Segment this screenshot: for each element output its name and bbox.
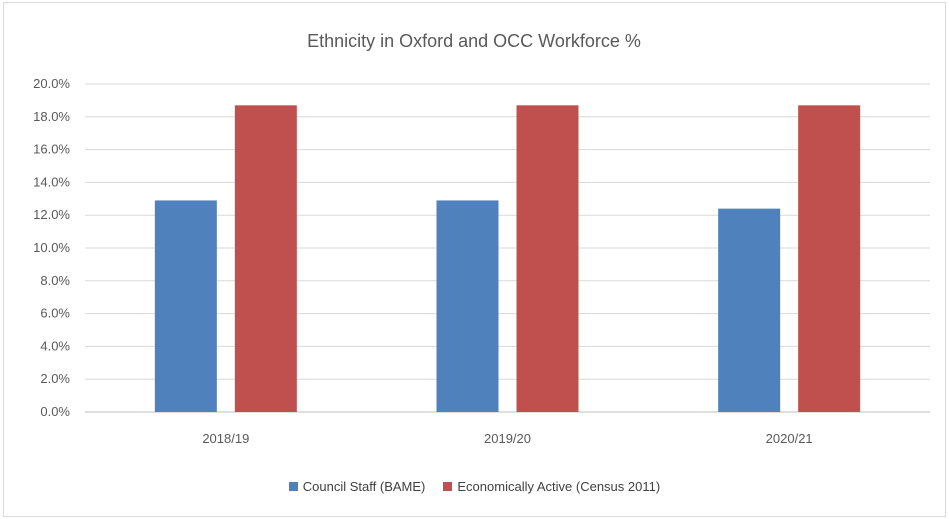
bar-economically-active-0 bbox=[234, 105, 297, 412]
bar-economically-active-1 bbox=[516, 105, 579, 412]
bar-council-staff-2 bbox=[718, 208, 781, 412]
legend-item-economically-active: Economically Active (Census 2011) bbox=[443, 479, 660, 494]
legend: Council Staff (BAME) Economically Active… bbox=[0, 479, 949, 494]
legend-swatch-council-staff bbox=[288, 482, 298, 491]
x-tick-label: 2020/21 bbox=[766, 431, 813, 446]
y-tick-label: 8.0% bbox=[40, 273, 70, 288]
x-axis: 2018/19 2019/20 2020/21 bbox=[202, 431, 812, 446]
y-tick-label: 18.0% bbox=[33, 109, 70, 124]
y-tick-label: 14.0% bbox=[33, 174, 70, 189]
y-tick-label: 12.0% bbox=[33, 207, 70, 222]
y-tick-label: 4.0% bbox=[40, 338, 70, 353]
bar-council-staff-0 bbox=[154, 200, 217, 412]
y-axis: 0.0% 2.0% 4.0% 6.0% 8.0% 10.0% 12.0% 14.0% 16.0%… bbox=[33, 76, 70, 419]
y-tick-label: 0.0% bbox=[40, 404, 70, 419]
y-tick-label: 6.0% bbox=[40, 306, 70, 321]
legend-label-economically-active: Economically Active (Census 2011) bbox=[457, 479, 661, 494]
legend-swatch-economically-active bbox=[443, 482, 453, 491]
bar-council-staff-1 bbox=[436, 200, 499, 412]
x-tick-label: 2018/19 bbox=[202, 431, 249, 446]
y-tick-label: 16.0% bbox=[33, 142, 70, 157]
bars bbox=[154, 105, 861, 412]
bar-economically-active-2 bbox=[798, 105, 861, 412]
legend-item-council-staff: Council Staff (BAME) bbox=[288, 479, 426, 494]
gridlines bbox=[85, 83, 930, 413]
legend-label-council-staff: Council Staff (BAME) bbox=[302, 479, 426, 494]
y-tick-label: 20.0% bbox=[33, 76, 70, 91]
chart-title: Ethnicity in Oxford and OCC Workforce % bbox=[307, 31, 641, 51]
x-tick-label: 2019/20 bbox=[484, 431, 531, 446]
y-tick-label: 10.0% bbox=[33, 240, 70, 255]
y-tick-label: 2.0% bbox=[40, 371, 70, 386]
